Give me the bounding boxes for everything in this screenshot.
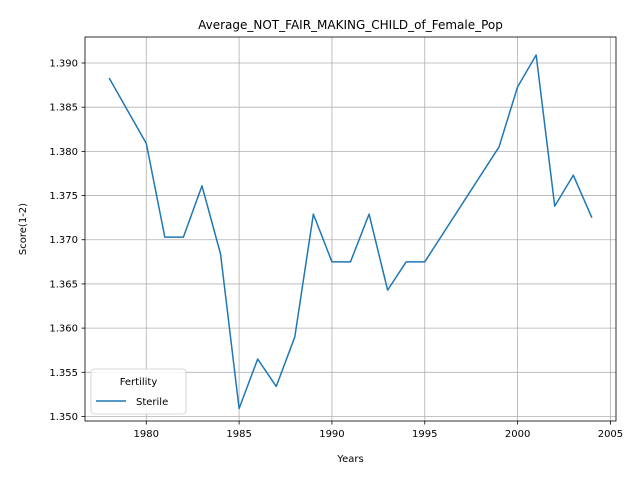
- y-tick-label: 1.355: [49, 368, 78, 379]
- legend: Fertility Sterile: [91, 369, 186, 414]
- y-tick-label: 1.380: [49, 147, 78, 158]
- x-axis-label: Years: [336, 454, 363, 465]
- y-tick-label: 1.375: [49, 191, 78, 202]
- x-tick-label: 2000: [505, 429, 530, 440]
- legend-title: Fertility: [120, 377, 158, 388]
- y-tick-label: 1.370: [49, 235, 78, 246]
- x-tick-label: 1980: [134, 429, 159, 440]
- y-tick-label: 1.350: [49, 412, 78, 423]
- x-tick-label: 1985: [226, 429, 251, 440]
- y-tick-label: 1.385: [49, 103, 78, 114]
- y-tick-label: 1.390: [49, 58, 78, 69]
- y-tick-label: 1.360: [49, 324, 78, 335]
- x-tick-label: 1990: [319, 429, 344, 440]
- legend-label-sterile: Sterile: [136, 397, 168, 408]
- x-tick-label: 2005: [598, 429, 623, 440]
- chart-title: Average_NOT_FAIR_MAKING_CHILD_of_Female_…: [198, 18, 503, 32]
- x-tick-label: 1995: [412, 429, 437, 440]
- y-tick-label: 1.365: [49, 279, 78, 290]
- y-axis-label: Score(1-2): [18, 203, 29, 255]
